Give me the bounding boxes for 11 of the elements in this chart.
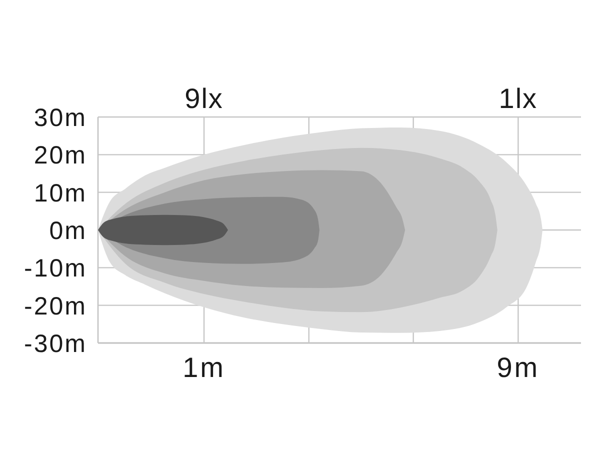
x-tick-label: 9m [496, 352, 540, 383]
y-tick-label: 30m [34, 104, 87, 132]
x2-tick-label: 9lx [184, 83, 224, 114]
y-tick-label: 10m [34, 179, 87, 208]
y-tick-label: -10m [24, 254, 87, 283]
y-tick-label: 20m [34, 142, 87, 170]
y-tick-label: 0m [49, 217, 87, 245]
x2-tick-label: 1lx [498, 83, 538, 114]
y-tick-label: -20m [24, 292, 87, 320]
y-tick-label: -30m [24, 330, 87, 358]
x-tick-label: 1m [182, 352, 226, 383]
